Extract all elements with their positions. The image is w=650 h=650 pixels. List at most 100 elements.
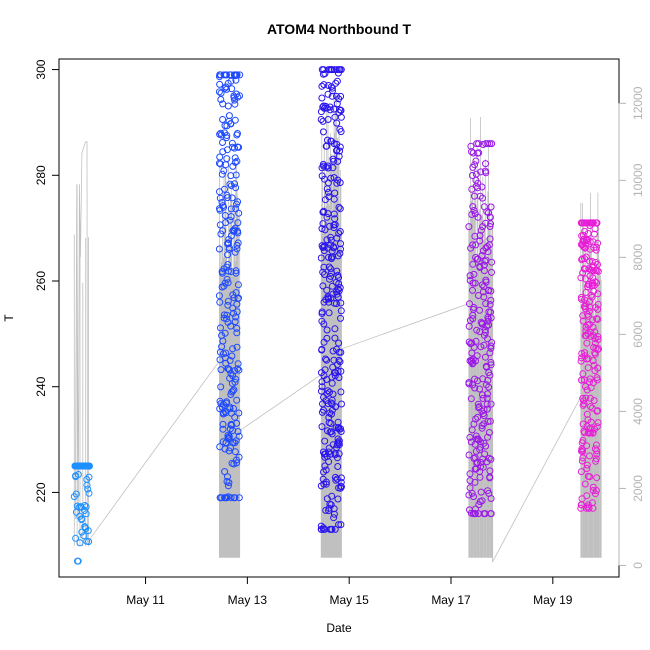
data-point (330, 369, 338, 376)
data-point (594, 239, 602, 247)
data-point (586, 375, 594, 383)
data-point (324, 136, 331, 144)
data-point (234, 93, 242, 101)
data-point (484, 140, 492, 148)
data-point (482, 278, 490, 286)
data-point (227, 205, 235, 213)
data-point (216, 348, 224, 356)
data-point (323, 185, 331, 193)
data-point (333, 119, 341, 127)
data-point (578, 457, 586, 465)
data-point (583, 410, 591, 418)
data-point (224, 267, 232, 275)
data-point (594, 364, 602, 372)
data-point (228, 85, 236, 93)
data-point (216, 73, 223, 81)
data-point (578, 295, 585, 303)
data-point (318, 383, 326, 391)
data-point (581, 244, 589, 252)
data-point (580, 400, 588, 408)
y-axis-label: T (2, 314, 16, 322)
data-point (317, 482, 325, 490)
data-point (476, 306, 484, 314)
data-point (593, 407, 601, 415)
data-point (585, 504, 593, 512)
data-point (235, 432, 243, 440)
data-point (469, 241, 477, 249)
data-point (584, 310, 591, 318)
y-tick-label: 240 (34, 376, 48, 396)
data-point (81, 507, 88, 514)
data-point (484, 317, 492, 325)
data-point (223, 71, 230, 79)
data-point (479, 395, 487, 402)
y2-tick-label: 12000 (631, 86, 645, 120)
data-point (586, 266, 594, 273)
data-point (230, 309, 237, 317)
data-point (469, 311, 477, 319)
data-point (220, 203, 228, 211)
data-point (593, 450, 601, 458)
data-point (582, 275, 589, 283)
data-point (478, 391, 486, 399)
data-point (332, 403, 339, 411)
data-point (232, 267, 240, 275)
data-point (337, 307, 345, 315)
data-point (231, 318, 239, 326)
data-point (331, 334, 339, 342)
data-point (578, 447, 585, 455)
data-point (319, 70, 327, 78)
data-point (335, 437, 343, 445)
data-point (227, 213, 235, 221)
y2-tick-label: 0 (631, 562, 645, 569)
data-point (75, 503, 83, 511)
data-point (80, 532, 88, 540)
data-point (591, 328, 599, 336)
data-point (74, 557, 82, 565)
data-point (217, 96, 225, 103)
data-point (322, 506, 330, 514)
data-point (328, 410, 335, 418)
data-point (334, 69, 342, 77)
data-point (480, 293, 488, 301)
data-point (336, 179, 344, 187)
data-point (223, 478, 231, 485)
data-point (327, 83, 335, 91)
data-point (83, 537, 91, 545)
data-point (330, 174, 338, 182)
data-point (478, 252, 486, 259)
data-point (318, 66, 326, 74)
data-point (333, 475, 341, 483)
data-point (224, 279, 232, 287)
data-point (471, 478, 479, 486)
data-point (227, 120, 235, 128)
data-point (235, 494, 243, 502)
data-point (468, 489, 476, 497)
data-point (220, 311, 228, 319)
data-point (486, 213, 494, 221)
data-point (323, 334, 331, 342)
data-point (488, 258, 496, 266)
data-point (486, 301, 494, 308)
data-point (217, 366, 225, 374)
data-point (479, 455, 487, 463)
data-point (337, 348, 345, 356)
data-point (483, 363, 491, 371)
data-point (592, 266, 599, 274)
data-point (578, 376, 586, 384)
data-point (593, 423, 601, 431)
y-tick-label: 280 (34, 165, 48, 185)
data-point (588, 258, 596, 265)
data-point (318, 225, 326, 233)
data-point (318, 345, 326, 353)
data-point (227, 322, 235, 330)
data-point (482, 160, 489, 168)
data-point (478, 422, 486, 430)
data-point (578, 350, 586, 357)
data-point (485, 489, 493, 497)
data-point (227, 494, 235, 502)
data-point (335, 339, 343, 347)
data-point (215, 88, 223, 96)
data-point (328, 492, 336, 500)
data-point (321, 437, 329, 445)
